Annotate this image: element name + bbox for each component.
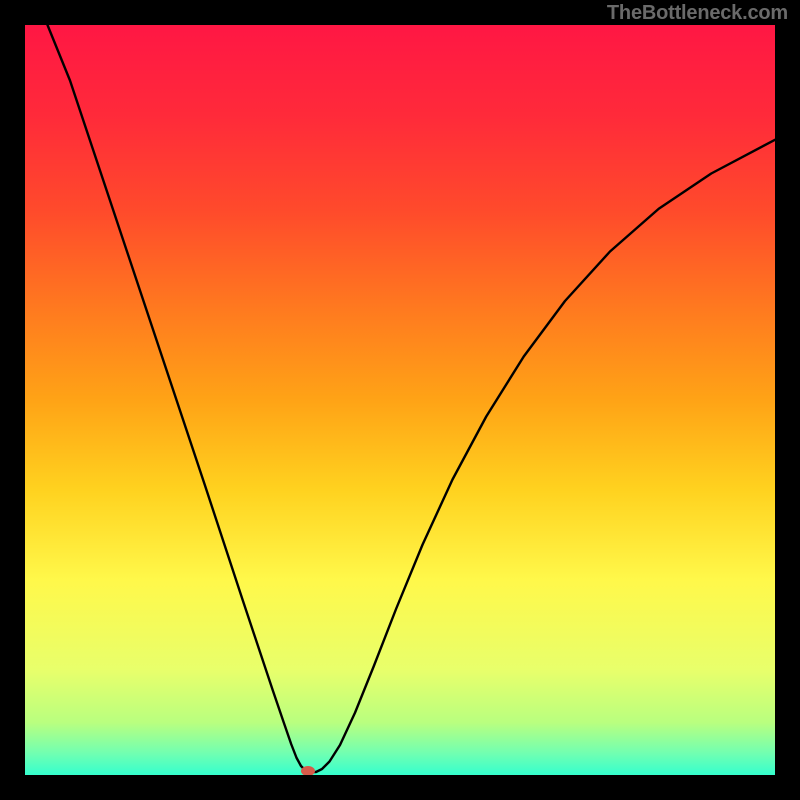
chart-frame: TheBottleneck.com bbox=[0, 0, 800, 800]
minimum-marker bbox=[301, 766, 315, 776]
watermark-text: TheBottleneck.com bbox=[607, 2, 788, 25]
bottleneck-curve-svg bbox=[25, 25, 775, 775]
plot-area bbox=[25, 25, 775, 775]
bottleneck-curve-path bbox=[48, 25, 776, 772]
